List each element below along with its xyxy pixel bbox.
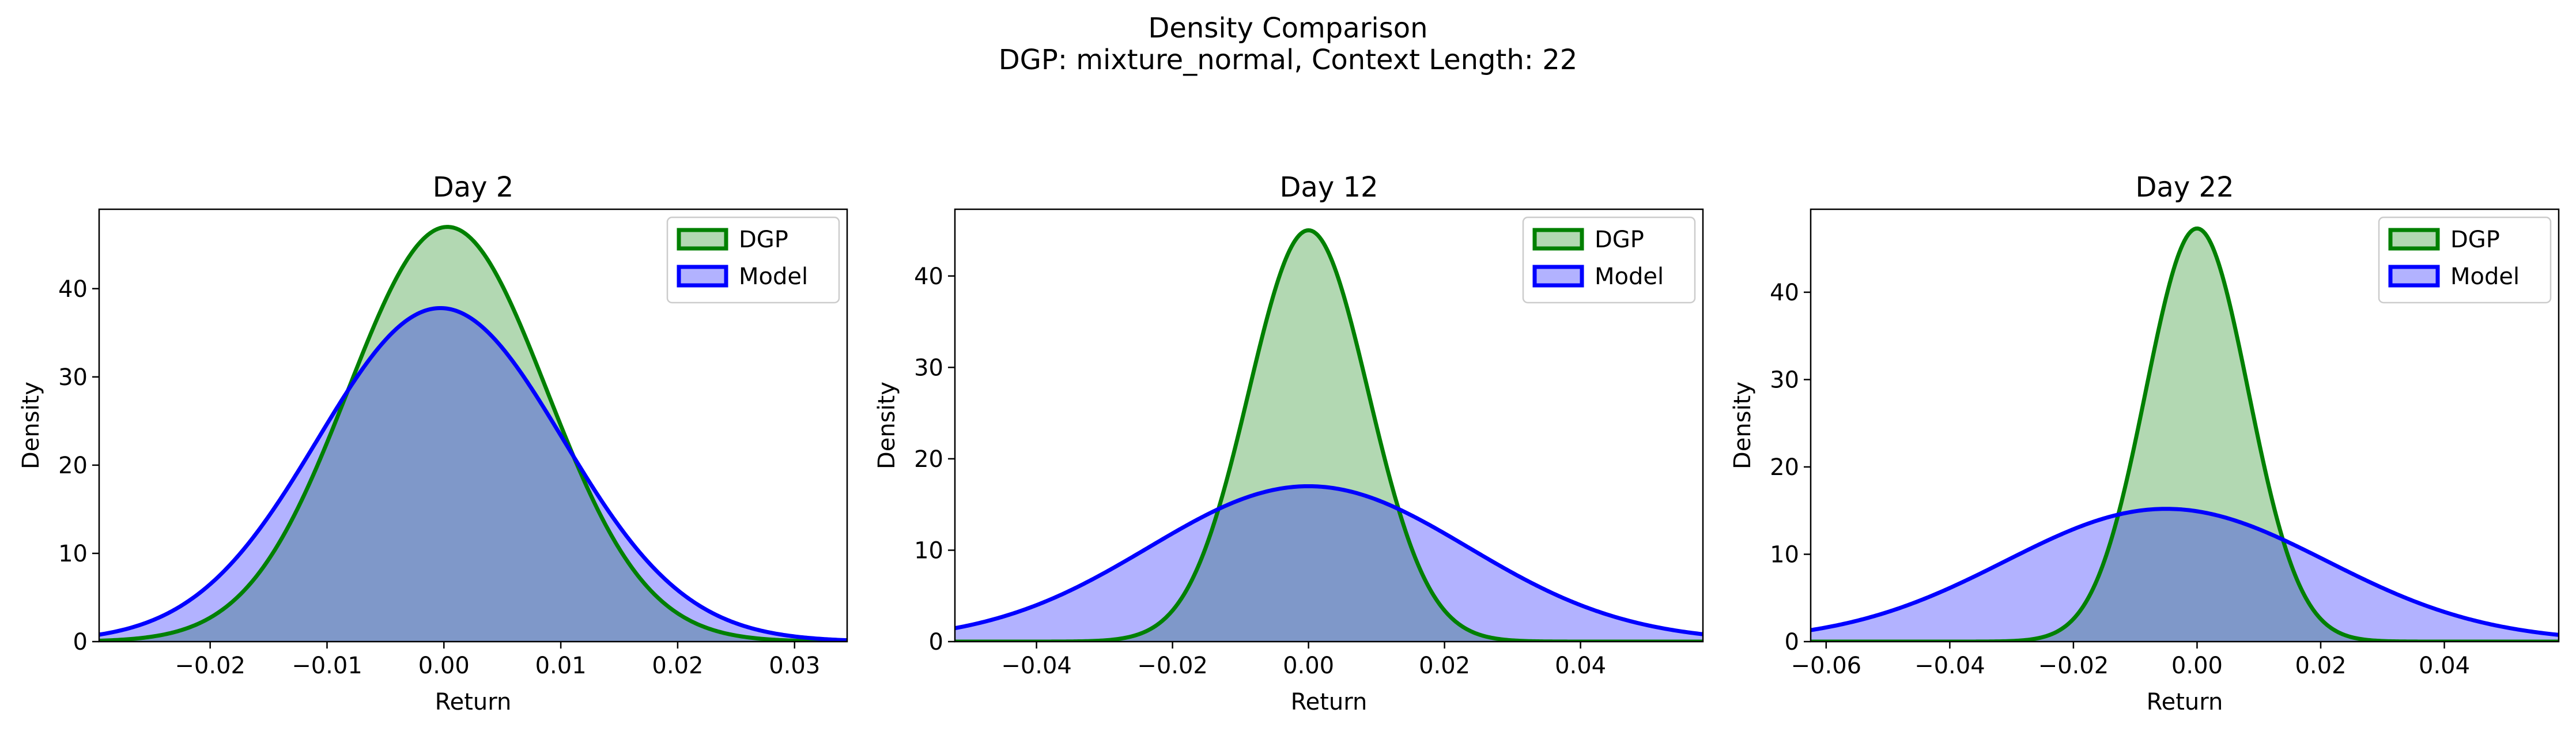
y-tick-label: 0: [1785, 629, 1799, 655]
legend-swatch-dgp: [1532, 228, 1584, 251]
axes-frame: [98, 208, 848, 643]
y-tick-label: 30: [58, 364, 88, 391]
figure-title-line-1: Density Comparison: [1148, 12, 1427, 44]
x-tick-label: −0.02: [2038, 653, 2109, 679]
model-density-line: [955, 484, 1703, 636]
plot-area: [99, 225, 847, 642]
legend-label: Model: [1595, 263, 1664, 290]
y-tick-label: 20: [914, 446, 943, 473]
x-axis-label: Return: [1291, 689, 1368, 715]
legend-swatch-dgp: [2388, 228, 2440, 251]
axes-frame: [954, 208, 1704, 643]
legend-label: Model: [739, 263, 808, 290]
x-tick-label: 0.01: [535, 653, 587, 679]
legend-label: DGP: [2450, 227, 2500, 253]
dgp-area: [1811, 228, 2559, 642]
legend-swatch-model: [1532, 265, 1584, 288]
x-tick-label: −0.04: [1914, 653, 1985, 679]
legend-label: DGP: [739, 227, 788, 253]
legend: DGP Model: [666, 216, 840, 304]
dgp-density-line: [99, 225, 847, 642]
y-tick-label: 30: [914, 355, 943, 381]
y-tick-label: 20: [1770, 454, 1799, 481]
y-tick-label: 10: [914, 537, 943, 564]
legend: DGP Model: [1522, 216, 1696, 304]
subplot-day-3: −0.06 −0.04 −0.02 0.00 0.02 0.04 0 10 20 30 40 Retu…: [1729, 171, 2560, 715]
subplot-title: Day 2: [433, 171, 514, 203]
subplot-day-1: −0.02 −0.01 0.00 0.01 0.02 0.03 0 10 20 30 40 Retur…: [18, 171, 848, 715]
y-tick-label: 40: [1770, 280, 1799, 306]
x-axis-label: Return: [2147, 689, 2223, 715]
x-tick-label: −0.02: [175, 653, 245, 679]
x-tick-label: −0.02: [1137, 653, 1208, 679]
overlap-area: [955, 486, 1703, 642]
overlap-area: [1811, 508, 2559, 642]
y-tick-label: 40: [58, 276, 88, 303]
y-tick-label: 20: [58, 453, 88, 479]
x-axis-label: Return: [435, 689, 512, 715]
y-tick-label: 30: [1770, 367, 1799, 393]
x-tick-label: −0.01: [292, 653, 362, 679]
x-tick-label: 0.00: [418, 653, 470, 679]
y-axis-label: Density: [1729, 382, 1756, 469]
x-tick-label: 0.02: [1419, 653, 1470, 679]
legend-label: DGP: [1595, 227, 1644, 253]
x-tick-label: 0.04: [1555, 653, 1606, 679]
x-tick-label: 0.04: [2419, 653, 2470, 679]
legend-swatch-model: [2388, 265, 2440, 288]
legend: DGP Model: [2378, 216, 2552, 304]
subplots: −0.02 −0.01 0.00 0.01 0.02 0.03 0 10 20 30 40 Retur…: [18, 171, 2560, 715]
x-tick-label: 0.03: [769, 653, 820, 679]
x-tick-label: 0.02: [652, 653, 703, 679]
x-tick-label: 0.02: [2295, 653, 2346, 679]
overlap-area: [99, 308, 847, 642]
model-density-line: [1811, 507, 2559, 637]
legend-swatch-model: [677, 265, 728, 288]
dgp-area: [955, 230, 1703, 642]
y-tick-label: 10: [1770, 541, 1799, 568]
y-tick-label: 0: [929, 629, 943, 655]
x-tick-label: −0.04: [1001, 653, 1072, 679]
y-tick-label: 10: [58, 541, 88, 567]
figure-title-line-2: DGP: mixture_normal, Context Length: 22: [999, 44, 1578, 76]
y-tick-label: 40: [914, 263, 943, 290]
axes-frame: [1810, 208, 2560, 643]
x-tick-label: 0.00: [1283, 653, 1334, 679]
y-axis-label: Density: [874, 382, 900, 469]
x-tick-label: 0.00: [2171, 653, 2223, 679]
legend-swatch-dgp: [677, 228, 728, 251]
model-density-line: [99, 306, 847, 642]
subplot-title: Day 12: [1279, 171, 1378, 203]
y-tick-label: 0: [73, 629, 88, 655]
legend-label: Model: [2450, 263, 2520, 290]
subplot-title: Day 22: [2135, 171, 2234, 203]
y-axis-label: Density: [18, 382, 44, 469]
x-tick-label: −0.06: [1791, 653, 1862, 679]
subplot-day-2: −0.04 −0.02 0.00 0.02 0.04 0 10 20 30 40 Return Den…: [874, 171, 1704, 715]
